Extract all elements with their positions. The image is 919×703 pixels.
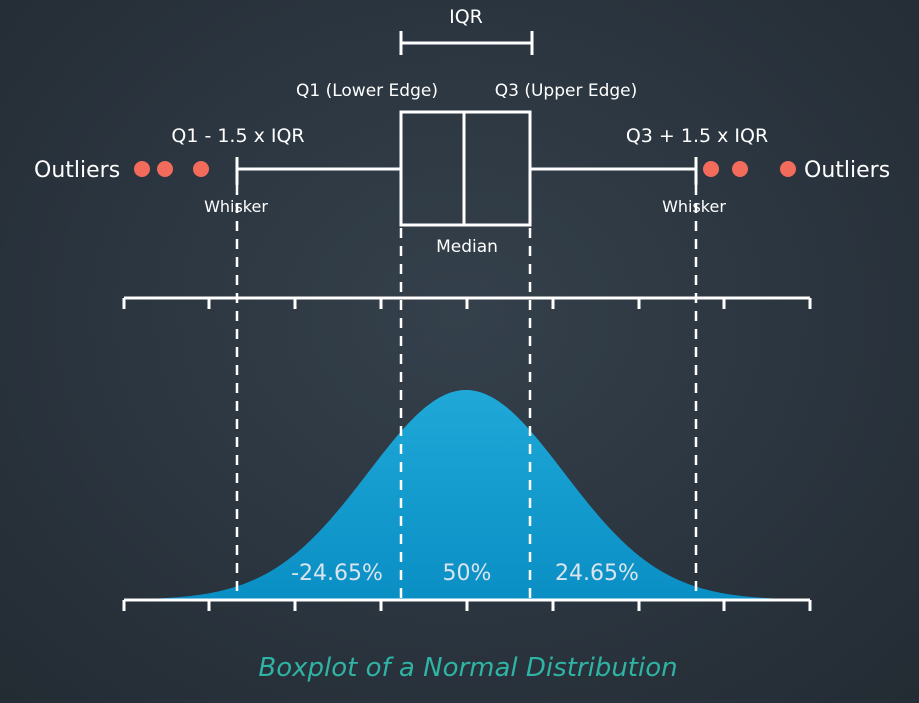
left-outliers-label: Outliers [34,158,120,183]
lower-fence-label: Q1 - 1.5 x IQR [171,125,304,147]
whiskers [235,157,698,185]
outlier-dot [732,161,748,177]
outlier-dot [780,161,796,177]
right-whisker-label: Whisker [662,197,726,216]
right-tail-percent: 24.65% [555,561,639,586]
normal-distribution-curve [124,390,810,600]
left-whisker-label: Whisker [204,197,268,216]
right-outliers [703,161,796,177]
lower-axis [122,598,812,611]
iqr-bracket [399,31,534,55]
iqr-label: IQR [449,6,483,28]
median-label: Median [436,237,498,257]
left-tail-percent: -24.65% [291,561,383,586]
upper-fence-label: Q3 + 1.5 x IQR [626,125,768,147]
q1-label: Q1 (Lower Edge) [296,81,438,101]
center-percent: 50% [443,561,492,586]
caption: Boxplot of a Normal Distribution [258,653,677,683]
outlier-dot [703,161,719,177]
upper-axis [122,296,812,309]
left-outliers [134,161,209,177]
outlier-dot [134,161,150,177]
right-outliers-label: Outliers [804,158,890,183]
outlier-dot [157,161,173,177]
guide-lines [235,185,698,600]
outlier-dot [193,161,209,177]
q3-label: Q3 (Upper Edge) [495,81,638,101]
